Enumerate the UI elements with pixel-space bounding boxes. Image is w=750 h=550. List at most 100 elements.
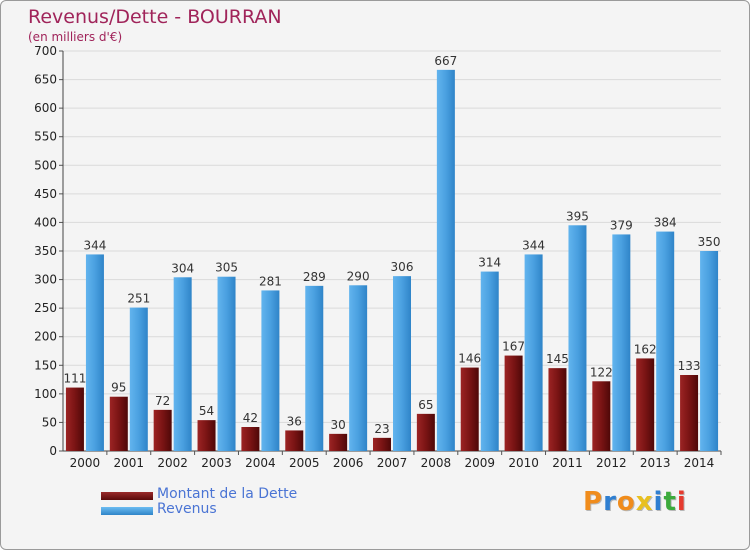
y-tick-label: 100 xyxy=(34,387,57,401)
x-tick-label: 2007 xyxy=(377,456,408,470)
x-tick-label: 2005 xyxy=(289,456,320,470)
x-tick-label: 2006 xyxy=(333,456,364,470)
y-tick-label: 700 xyxy=(34,44,57,58)
x-tick-label: 2003 xyxy=(201,456,232,470)
x-tick-label: 2012 xyxy=(596,456,627,470)
chart-subtitle: (en milliers d'€) xyxy=(28,30,123,44)
bar-debt xyxy=(636,358,655,451)
data-label-debt: 122 xyxy=(590,365,613,379)
data-label-debt: 23 xyxy=(374,422,389,436)
y-tick-label: 450 xyxy=(34,187,57,201)
legend-label-debt: Montant de la Dette xyxy=(157,486,298,502)
bar-debt xyxy=(285,430,304,451)
bar-revenus xyxy=(261,290,280,451)
data-label-revenus: 384 xyxy=(654,216,677,230)
y-tick-label: 350 xyxy=(34,244,57,258)
data-label-revenus: 344 xyxy=(522,238,545,252)
data-label-debt: 72 xyxy=(155,394,170,408)
data-label-revenus: 344 xyxy=(83,238,106,252)
y-tick-label: 200 xyxy=(34,330,57,344)
x-tick-label: 2009 xyxy=(464,456,495,470)
bar-revenus xyxy=(305,285,324,451)
y-tick-label: 400 xyxy=(34,215,57,229)
bar-revenus xyxy=(85,254,104,451)
x-tick-label: 2000 xyxy=(70,456,101,470)
y-tick-label: 250 xyxy=(34,301,57,315)
logo-letter: r xyxy=(603,487,617,517)
bar-debt xyxy=(153,409,172,451)
data-label-debt: 30 xyxy=(330,418,345,432)
y-tick-label: 650 xyxy=(34,73,57,87)
data-label-revenus: 289 xyxy=(303,270,326,284)
data-label-debt: 167 xyxy=(502,340,525,354)
y-tick-label: 550 xyxy=(34,130,57,144)
legend-label-revenus: Revenus xyxy=(157,501,217,517)
bar-debt xyxy=(504,355,523,451)
bar-revenus xyxy=(393,276,411,451)
chart-title: Revenus/Dette - BOURRAN xyxy=(28,6,282,28)
data-label-revenus: 251 xyxy=(127,292,150,306)
bar-revenus xyxy=(217,276,236,451)
x-tick-label: 2008 xyxy=(421,456,452,470)
bar-revenus xyxy=(656,231,675,451)
data-label-debt: 54 xyxy=(199,404,214,418)
bar-debt xyxy=(65,387,84,451)
x-tick-label: 2002 xyxy=(157,456,188,470)
x-tick-label: 2013 xyxy=(640,456,671,470)
axis-layer: 0 50 100 150 200 250 300 350 400 450 500 550 600 650 7… xyxy=(34,44,722,470)
bar-debt xyxy=(329,433,348,451)
data-label-revenus: 305 xyxy=(215,261,238,275)
data-label-debt: 145 xyxy=(546,352,569,366)
x-tick-label: 2011 xyxy=(552,456,583,470)
bar-revenus xyxy=(480,271,499,451)
logo-letter: i xyxy=(676,487,687,517)
bar-revenus xyxy=(612,234,631,451)
grid-layer xyxy=(63,50,721,451)
y-tick-label: 600 xyxy=(34,101,57,115)
y-tick-label: 500 xyxy=(34,158,57,172)
bar-debt xyxy=(373,437,391,451)
bar-debt xyxy=(197,420,216,451)
bar-layer xyxy=(65,69,719,451)
x-tick-label: 2014 xyxy=(684,456,715,470)
x-tick-label: 2010 xyxy=(508,456,539,470)
y-tick-label: 50 xyxy=(42,415,57,429)
data-label-debt: 42 xyxy=(243,411,258,425)
data-label-debt: 133 xyxy=(678,359,701,373)
data-label-revenus: 306 xyxy=(391,260,414,274)
data-label-revenus: 281 xyxy=(259,274,282,288)
data-label-debt: 111 xyxy=(63,372,86,386)
label-layer: 111 344 95 251 72 304 54 305 42 281 36 289 30 290 23 30… xyxy=(63,54,720,436)
bar-revenus xyxy=(173,277,192,451)
y-tick-label: 150 xyxy=(34,358,57,372)
data-label-debt: 146 xyxy=(458,352,481,366)
bar-debt xyxy=(592,381,611,451)
logo-letter: i xyxy=(653,487,664,517)
bar-debt xyxy=(548,368,567,451)
logo-letter: o xyxy=(616,487,636,517)
data-label-debt: 95 xyxy=(111,381,126,395)
bar-revenus xyxy=(568,225,587,451)
data-label-debt: 162 xyxy=(634,342,657,356)
legend-swatch-debt xyxy=(101,492,153,500)
bar-revenus xyxy=(349,285,368,451)
data-label-debt: 65 xyxy=(418,398,433,412)
logo-letter: x xyxy=(635,487,654,517)
data-label-revenus: 290 xyxy=(347,269,370,283)
y-tick-label: 300 xyxy=(34,273,57,287)
bar-debt xyxy=(460,367,479,451)
bar-debt xyxy=(109,396,128,451)
bar-revenus xyxy=(129,307,148,451)
bar-revenus xyxy=(524,254,543,451)
legend-swatch-revenus xyxy=(101,507,153,515)
bar-debt xyxy=(680,375,699,451)
logo-letter: P xyxy=(583,487,604,517)
data-label-revenus: 314 xyxy=(478,256,501,270)
x-tick-label: 2004 xyxy=(245,456,276,470)
y-tick-label: 0 xyxy=(49,444,57,458)
bar-revenus xyxy=(436,69,455,451)
data-label-revenus: 304 xyxy=(171,261,194,275)
logo-letter: t xyxy=(663,487,677,517)
